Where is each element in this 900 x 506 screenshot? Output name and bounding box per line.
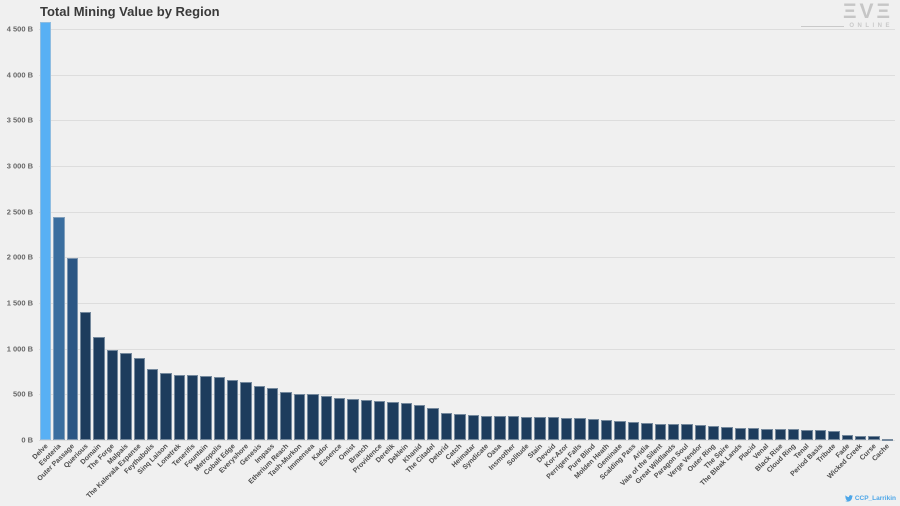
- eve-logo-rule: [801, 25, 845, 27]
- bar-geminate: [614, 421, 626, 440]
- bar-cache: [881, 438, 893, 441]
- bar-catch: [454, 413, 466, 440]
- bar-fountain: [200, 375, 212, 440]
- bar-kador: [320, 396, 332, 440]
- gridline: [39, 257, 895, 259]
- bar-devoid: [547, 417, 560, 440]
- gridline: [39, 394, 895, 396]
- bar-pure-blind: [587, 419, 600, 440]
- y-axis-tick-label: 0 B: [21, 435, 33, 445]
- eve-logo-subtext: ONLINE: [849, 23, 893, 29]
- bar-esoteria: [53, 217, 65, 440]
- bar-etherium-reach: [280, 391, 292, 440]
- bar-molden-heath: [601, 420, 613, 440]
- bar-the-citadel: [427, 408, 439, 440]
- bar-insmother: [507, 416, 519, 440]
- bar-detorid: [440, 412, 453, 440]
- gridline: [39, 440, 895, 441]
- bar-malpais: [120, 352, 132, 440]
- bar-perrigen-falls: [574, 418, 586, 440]
- bar-the-kalevala-expanse: [133, 357, 145, 440]
- bar-impass: [267, 387, 279, 440]
- eve-logo-text: ΞVΞ: [842, 0, 893, 23]
- gridline: [39, 74, 895, 76]
- bar-metropolis: [213, 377, 226, 440]
- bar-tash-murkon: [293, 393, 306, 440]
- bar-cobalt-edge: [227, 379, 239, 440]
- bar-outer-ring: [707, 425, 720, 440]
- gridline: [39, 211, 895, 213]
- bar-essence: [333, 398, 346, 440]
- gridline: [39, 29, 895, 31]
- y-axis-tick-label: 2 500 B: [6, 207, 33, 217]
- eve-online-logo: ΞVΞ ONLINE: [801, 0, 893, 29]
- bar-tribute: [828, 430, 840, 440]
- gridline: [39, 348, 895, 350]
- bar-derelik: [387, 401, 399, 440]
- bar-providence: [373, 400, 386, 440]
- bar-branch: [360, 400, 372, 440]
- bar-tenal: [801, 429, 813, 440]
- bar-curse: [868, 436, 880, 440]
- author-watermark[interactable]: CCP_Larrikin: [844, 495, 896, 502]
- bar-outer-passage: [66, 258, 79, 440]
- bar-oasa: [494, 416, 506, 440]
- bar-period-basis: [814, 430, 827, 440]
- twitter-bird-icon: [844, 495, 853, 502]
- bar-venal: [761, 428, 773, 440]
- gridline: [39, 166, 895, 168]
- bar-syndicate: [480, 415, 493, 440]
- bar-delve: [40, 21, 52, 440]
- gridline: [39, 120, 895, 122]
- bar-genesis: [253, 385, 266, 440]
- bar-feythabolis: [146, 368, 159, 440]
- chart-title: Total Mining Value by Region: [40, 4, 220, 19]
- bar-lonetrek: [173, 374, 185, 440]
- bar-solitude: [520, 416, 533, 440]
- bar-heimatar: [467, 415, 479, 440]
- bar-scalding-pass: [627, 422, 640, 440]
- y-axis-tick-label: 500 B: [12, 389, 33, 399]
- y-axis-tick-label: 1 500 B: [6, 298, 33, 308]
- bar-immensea: [307, 394, 319, 440]
- gridline: [39, 303, 895, 304]
- bar-omist: [347, 399, 359, 440]
- bar-aridia: [641, 422, 653, 440]
- bar-stain: [534, 416, 546, 440]
- bar-fade: [841, 434, 853, 440]
- twitter-handle: CCP_Larrikin: [854, 495, 896, 502]
- bar-placid: [748, 428, 760, 440]
- bar-verge-vendor: [694, 424, 706, 440]
- bar-vale-of-the-silent: [654, 423, 666, 440]
- bar-kor-azor: [561, 417, 573, 440]
- bar-the-bleak-lands: [734, 427, 747, 440]
- bar-khanid: [414, 404, 426, 440]
- bar-querious: [80, 312, 92, 440]
- y-axis-tick-label: 3 500 B: [6, 115, 33, 125]
- bar-domain: [93, 336, 105, 440]
- bar-everyshore: [240, 382, 252, 440]
- bar-deklein: [400, 403, 413, 440]
- bar-tenerifis: [186, 375, 199, 440]
- y-axis-tick-label: 2 000 B: [6, 252, 33, 262]
- bar-the-spire: [721, 427, 733, 440]
- y-axis-tick-label: 4 000 B: [6, 70, 33, 80]
- y-axis-tick-label: 1 000 B: [6, 344, 33, 354]
- y-axis-tick-label: 4 500 B: [6, 24, 33, 34]
- bar-great-wildlands: [667, 424, 680, 440]
- bar-black-rise: [774, 428, 787, 440]
- y-axis-tick-label: 3 000 B: [6, 161, 33, 171]
- bar-cloud-ring: [788, 429, 800, 440]
- bar-wicked-creek: [854, 435, 867, 440]
- bar-the-forge: [106, 349, 119, 440]
- bar-paragon-soul: [681, 424, 693, 440]
- bar-sinq-laison: [160, 373, 172, 440]
